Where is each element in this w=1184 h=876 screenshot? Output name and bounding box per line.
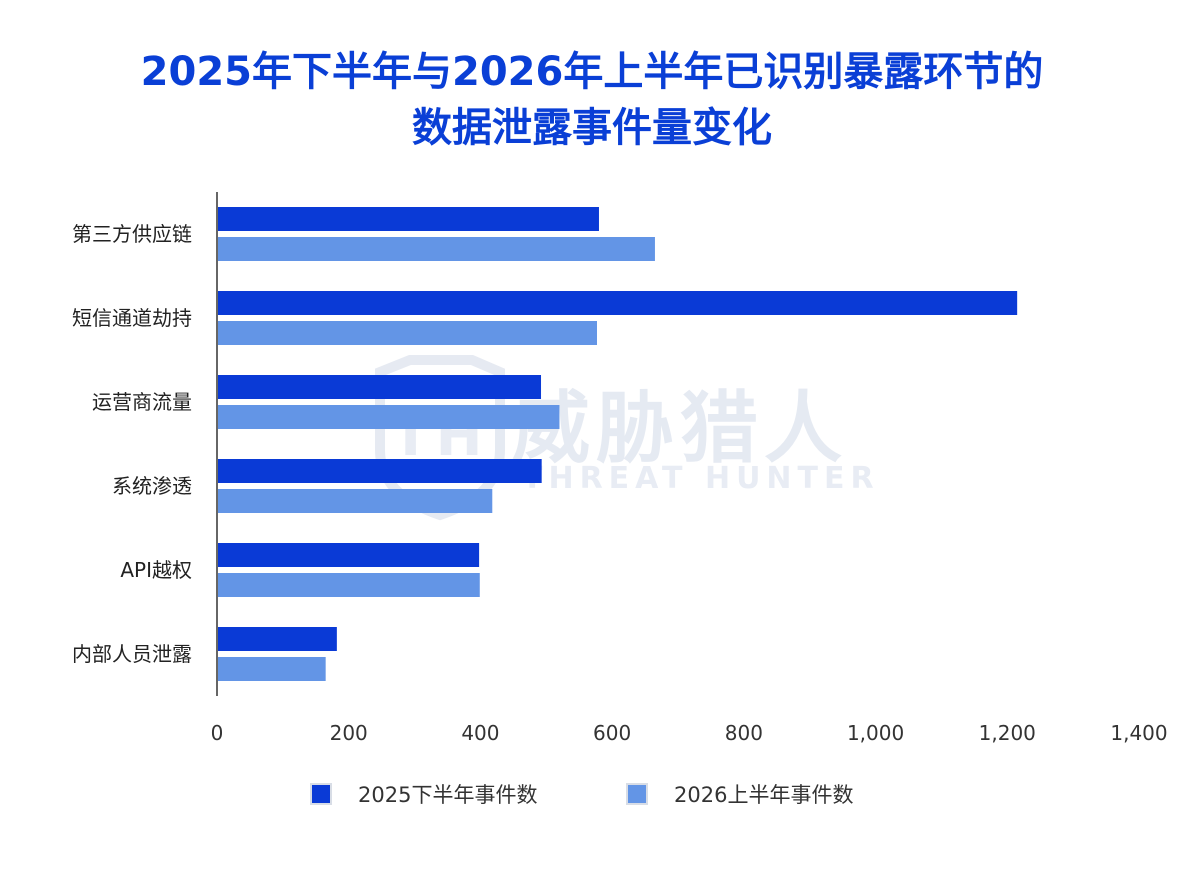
bar-2026h1-2 [218, 405, 560, 429]
chart-title-line-2: 数据泄露事件量变化 [412, 105, 772, 151]
x-tick-label: 1,200 [979, 721, 1036, 745]
legend-label-2025: 2025下半年事件数 [358, 783, 538, 807]
legend-swatch-2026 [626, 783, 648, 805]
category-label: 内部人员泄露 [72, 642, 192, 666]
bar-2025h2-1 [218, 291, 1018, 315]
bar-2025h2-4 [218, 543, 480, 567]
legend-item-2026: 2026上半年事件数 [626, 778, 853, 810]
bar-2026h1-1 [218, 321, 597, 345]
bar-2025h2-2 [218, 375, 542, 399]
bar-2026h1-4 [218, 573, 480, 597]
bar-2025h2-3 [218, 459, 542, 483]
bar-2026h1-0 [218, 237, 655, 261]
category-label: 运营商流量 [92, 390, 192, 414]
x-tick-label: 1,000 [847, 721, 904, 745]
x-tick-label: 1,400 [1110, 721, 1167, 745]
x-tick-label: 800 [725, 721, 763, 745]
category-label: 短信通道劫持 [72, 306, 192, 330]
chart-title-line-1: 2025年下半年与2026年上半年已识别暴露环节的 [140, 49, 1044, 95]
watermark-logo: TH 威胁猎人 THREAT HUNTER [375, 355, 880, 521]
bar-2026h1-5 [218, 657, 326, 681]
x-tick-label: 400 [461, 721, 499, 745]
bar-2025h2-0 [218, 207, 599, 231]
x-tick-label: 200 [330, 721, 368, 745]
bar-2025h2-5 [218, 627, 337, 651]
bar-2026h1-3 [218, 489, 493, 513]
legend-item-2025: 2025下半年事件数 [310, 778, 537, 810]
category-label: 系统渗透 [112, 474, 192, 498]
watermark-text-cn: 威胁猎人 [512, 384, 848, 474]
category-label: 第三方供应链 [72, 222, 192, 246]
x-tick-label: 600 [593, 721, 631, 745]
legend-label-2026: 2026上半年事件数 [674, 783, 854, 807]
legend-swatch-2025 [310, 783, 332, 805]
chart-title: 2025年下半年与2026年上半年已识别暴露环节的 数据泄露事件量变化 [0, 44, 1184, 156]
x-tick-label: 0 [211, 721, 224, 745]
category-label: API越权 [120, 558, 192, 582]
legend: 2025下半年事件数 2026上半年事件数 [0, 778, 1184, 810]
watermark-text-en: THREAT HUNTER [522, 461, 880, 496]
